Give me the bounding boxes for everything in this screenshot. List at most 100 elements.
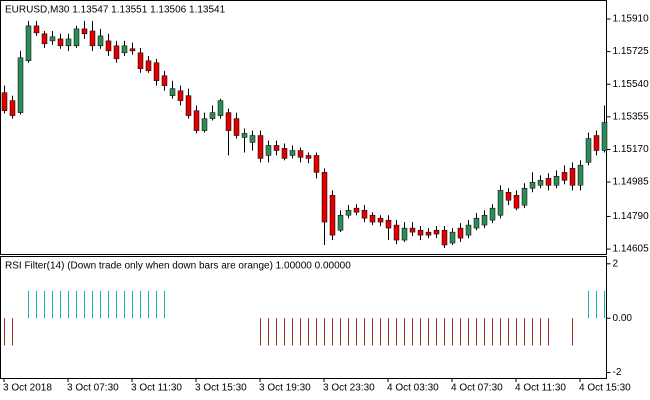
candle-body [473, 217, 480, 229]
candle-body [9, 100, 16, 116]
y-tick-label: 1.15725 [613, 46, 650, 57]
candle-body [593, 135, 600, 151]
candle-body [177, 90, 184, 101]
candle-body [209, 112, 216, 119]
x-tick-label: 3 Oct 15:30 [195, 383, 247, 394]
candle-body [409, 227, 416, 233]
candle-body [353, 207, 360, 213]
candle-body [145, 60, 152, 72]
x-tick-label: 3 Oct 19:30 [259, 383, 311, 394]
y-tick-label: 1.15540 [613, 79, 650, 90]
candle-body [25, 25, 32, 62]
candle-body [233, 118, 240, 136]
candle-body [81, 28, 88, 35]
candle-body [201, 118, 208, 131]
candle-body [153, 62, 160, 81]
y-tick-label: 2 [613, 258, 619, 269]
candle-body [561, 172, 568, 181]
candle-body [297, 150, 304, 158]
candle-body [265, 145, 272, 156]
candle-body [441, 229, 448, 246]
candle-body [193, 110, 200, 131]
candle-body [241, 133, 248, 138]
candle-body [137, 52, 144, 69]
candle-body [497, 190, 504, 216]
candle-body [41, 33, 48, 45]
candle-body [185, 95, 192, 116]
candle-body [49, 36, 56, 42]
candle-body [433, 229, 440, 235]
candle-body [337, 214, 344, 231]
candle-body [73, 28, 80, 47]
y-tick-label: 1.15355 [613, 111, 650, 122]
candle-body [489, 207, 496, 221]
candle-body [529, 181, 536, 189]
candle-body [161, 75, 168, 86]
candle-body [425, 231, 432, 236]
candle-body [569, 168, 576, 186]
y-tick-label: 1.15910 [613, 14, 650, 25]
candle-body [577, 165, 584, 186]
candle-body [129, 48, 136, 52]
candle-body [89, 30, 96, 47]
candle-body [393, 224, 400, 241]
candle-body [329, 195, 336, 236]
candle-body [313, 155, 320, 173]
y-tick-label: 1.14985 [613, 177, 650, 188]
candle-body [505, 192, 512, 201]
candle-body [305, 155, 312, 159]
y-tick-label: -2 [613, 367, 622, 378]
candle-body [521, 187, 528, 206]
candle-body [513, 195, 520, 209]
candle-body [369, 214, 376, 223]
x-tick-label: 4 Oct 03:30 [387, 383, 439, 394]
candle-body [289, 150, 296, 156]
candle-body [1, 92, 8, 111]
candle-body [457, 227, 464, 239]
candle-body [401, 227, 408, 241]
y-tick-label: 0.00 [613, 313, 633, 324]
candle-body [97, 35, 104, 47]
indicator-panel [0, 256, 607, 379]
candle-body [17, 57, 24, 113]
chart-title: EURUSD,M30 1.13547 1.13551 1.13506 1.135… [5, 5, 226, 16]
candle-body [105, 40, 112, 52]
candle-body [449, 231, 456, 244]
x-tick-label: 3 Oct 07:30 [67, 383, 119, 394]
indicator-title: RSI Filter(14) (Down trade only when dow… [5, 261, 351, 272]
candle-body [553, 175, 560, 186]
candle-body [537, 180, 544, 186]
x-tick-label: 3 Oct 2018 [3, 383, 52, 394]
y-tick-label: 1.14790 [613, 211, 650, 222]
candle-body [601, 122, 608, 151]
candle-body [345, 210, 352, 216]
candle-body [417, 229, 424, 236]
candle-body [65, 38, 72, 47]
candle-body [121, 45, 128, 54]
candle-body [217, 100, 224, 116]
candle-body [321, 172, 328, 223]
candle-body [273, 145, 280, 151]
candle-body [385, 219, 392, 229]
candle-body [113, 45, 120, 60]
candle-body [257, 135, 264, 159]
candle-body [33, 25, 40, 34]
candle-body [465, 224, 472, 236]
x-tick-label: 4 Oct 07:30 [451, 383, 503, 394]
candle-body [169, 88, 176, 96]
x-tick-label: 3 Oct 23:30 [323, 383, 375, 394]
x-tick-label: 3 Oct 11:30 [131, 383, 182, 394]
candle-body [249, 135, 256, 143]
candle-body [481, 214, 488, 226]
x-tick-label: 4 Oct 15:30 [579, 383, 631, 394]
candle-body [281, 148, 288, 159]
y-tick-label: 1.15170 [613, 144, 650, 155]
x-tick-label: 4 Oct 11:30 [515, 383, 566, 394]
candle-body [225, 112, 232, 131]
candle-body [57, 38, 64, 47]
candle-body [585, 138, 592, 163]
candle-body [377, 217, 384, 223]
y-tick-label: 1.14605 [613, 244, 650, 255]
candle-body [545, 178, 552, 186]
